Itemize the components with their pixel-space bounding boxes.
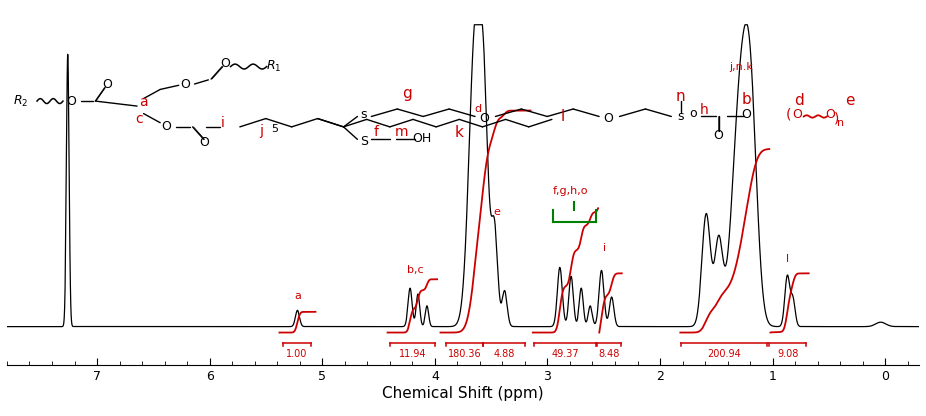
Text: O: O (103, 78, 112, 91)
Text: O: O (742, 108, 751, 121)
Text: n: n (837, 118, 845, 128)
Text: s: s (677, 110, 684, 123)
Text: n: n (676, 89, 685, 104)
Text: d: d (474, 104, 482, 114)
Text: O: O (825, 108, 834, 121)
Text: d: d (795, 93, 804, 108)
Text: 11.94: 11.94 (398, 349, 426, 359)
Text: (: ( (785, 107, 791, 121)
Text: O: O (181, 77, 190, 91)
Text: O: O (200, 136, 209, 149)
Text: f: f (373, 125, 379, 139)
Text: O: O (67, 94, 76, 108)
Text: f,g,h,o: f,g,h,o (552, 186, 588, 196)
Text: j,n.k: j,n.k (729, 62, 753, 72)
Text: a: a (139, 95, 148, 109)
Text: i: i (604, 243, 607, 253)
Text: O: O (604, 112, 613, 125)
Text: e: e (494, 207, 500, 217)
X-axis label: Chemical Shift (ppm): Chemical Shift (ppm) (382, 386, 544, 401)
Text: 200.94: 200.94 (707, 349, 741, 359)
Text: j: j (259, 124, 263, 138)
Text: 49.37: 49.37 (551, 349, 579, 359)
Text: O: O (480, 112, 489, 125)
Text: s: s (360, 108, 368, 121)
Text: g: g (402, 86, 411, 101)
Text: O: O (793, 108, 802, 121)
Text: 1.00: 1.00 (286, 349, 307, 359)
Text: O: O (162, 120, 171, 134)
Text: k: k (455, 125, 464, 140)
Text: c: c (135, 111, 143, 126)
Text: 8.48: 8.48 (598, 349, 619, 359)
Text: l: l (786, 255, 789, 265)
Text: 5: 5 (271, 124, 279, 134)
Text: OH: OH (413, 131, 432, 145)
Text: l: l (561, 109, 565, 124)
Text: S: S (360, 135, 368, 148)
Text: b: b (742, 92, 751, 107)
Text: O: O (220, 57, 230, 70)
Text: m: m (395, 125, 408, 139)
Text: h: h (699, 103, 708, 117)
Text: o: o (689, 107, 696, 121)
Text: a: a (294, 292, 301, 302)
Text: b,c: b,c (407, 265, 424, 275)
Text: R$_2$: R$_2$ (13, 94, 28, 109)
Text: O: O (714, 129, 723, 142)
Text: i: i (221, 116, 225, 130)
Text: ): ) (833, 111, 839, 126)
Text: e: e (845, 93, 855, 108)
Text: 4.88: 4.88 (494, 349, 515, 359)
Text: 9.08: 9.08 (777, 349, 798, 359)
Text: R$_1$: R$_1$ (267, 59, 282, 74)
Text: 180.36: 180.36 (448, 349, 482, 359)
